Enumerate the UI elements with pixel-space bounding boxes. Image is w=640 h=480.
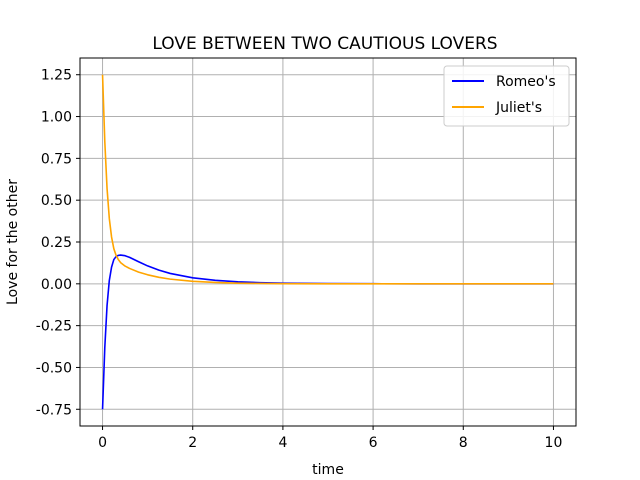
y-tick-label: 0.25	[41, 235, 72, 251]
series-line-juliet-s	[101, 74, 554, 285]
chart-title: LOVE BETWEEN TWO CAUTIOUS LOVERS	[152, 34, 497, 54]
x-tick-label: 8	[459, 435, 468, 451]
legend: Romeo's Juliet's	[443, 65, 570, 127]
legend-label: Juliet's	[495, 100, 542, 116]
y-tick-label: 0.75	[41, 151, 72, 167]
y-tick-label: 0.00	[41, 277, 72, 293]
x-tick-label: 0	[98, 435, 107, 451]
y-tick-label: 1.25	[41, 68, 72, 84]
series-lines	[101, 74, 554, 410]
y-tick-label: -0.50	[36, 360, 72, 376]
y-tick-label: 0.50	[41, 193, 72, 209]
y-tick-label: 1.00	[41, 110, 72, 126]
x-tick-label: 4	[278, 435, 287, 451]
series-line-romeo-s	[101, 254, 554, 410]
x-tick-label: 6	[369, 435, 378, 451]
x-axis-label: time	[312, 462, 344, 478]
y-axis-ticks: -0.75 -0.50 -0.25 0.00 0.25 0.50 0.75 1.00 1.25	[36, 68, 80, 418]
y-tick-label: -0.75	[36, 402, 72, 418]
y-tick-label: -0.25	[36, 319, 72, 335]
legend-label: Romeo's	[496, 74, 556, 90]
x-tick-label: 2	[188, 435, 197, 451]
x-axis-ticks: 0 2 4 6 8 10	[98, 426, 562, 451]
x-tick-label: 10	[545, 435, 563, 451]
y-axis-label: Love for the other	[5, 179, 21, 305]
